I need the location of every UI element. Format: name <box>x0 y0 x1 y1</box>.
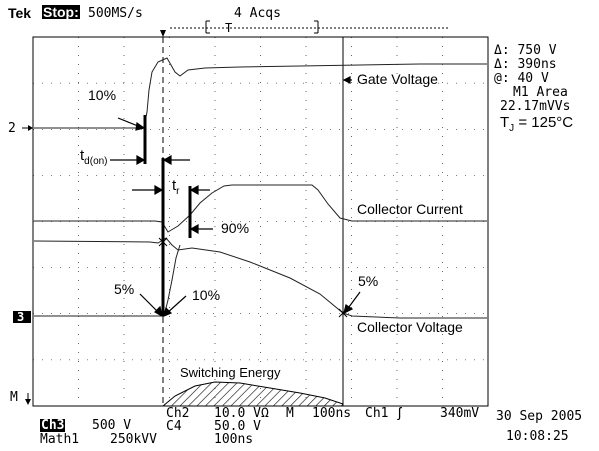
math1-time: 100ns <box>214 432 254 447</box>
brand-label: Tek <box>8 5 32 21</box>
gate-10pct-label: 10% <box>88 87 117 103</box>
collector-voltage-label: Collector Voltage <box>357 319 463 335</box>
tr-label: tr <box>172 177 180 197</box>
current-10pct-label: 10% <box>192 287 221 303</box>
math-marker-arrow <box>25 393 31 405</box>
ch4-scale: 50.0 V <box>214 419 261 434</box>
current-90pct-label: 90% <box>221 220 250 236</box>
delta-time-readout: Δ: 390ns <box>494 57 557 72</box>
sample-rate: 500MS/s <box>88 6 143 21</box>
collector-current-trace <box>34 184 487 233</box>
time: 10:08:25 <box>506 429 569 444</box>
channel-2-marker-arrow <box>22 125 33 131</box>
cursor-crosses <box>158 237 348 318</box>
math1-label: Math1 <box>40 432 80 447</box>
timing-markers <box>143 115 192 316</box>
td-on-label: td(on) <box>80 147 108 167</box>
channel-2-label: 2 <box>8 121 16 136</box>
math-area-label: M1 Area <box>513 85 568 100</box>
channel-3-label: 3 <box>17 310 25 324</box>
math-area-value: 22.17mVVs <box>500 99 571 114</box>
junction-temperature: TJ = 125°C <box>500 114 574 134</box>
ch3-footer-label: Ch3 <box>40 418 66 433</box>
record-bracket <box>170 20 448 34</box>
acquisition-count: 4 Acqs <box>234 6 281 21</box>
cursor-at-readout: @: 40 V <box>494 71 549 86</box>
ch2-footer-label: Ch2 <box>166 406 190 421</box>
delta-voltage-readout: Δ: 750 V <box>494 43 557 58</box>
trigger-source: Ch1 <box>365 406 389 421</box>
trigger-slope-icon: ʃ <box>398 404 402 420</box>
trigger-t-marker: T <box>225 21 233 35</box>
date: 30 Sep 2005 <box>496 409 583 424</box>
run-state-badge: Stop: <box>42 4 80 20</box>
collector-current-rise <box>34 244 181 317</box>
current-5pct-right-label: 5% <box>358 273 379 289</box>
channel-3-marker-box <box>13 311 31 323</box>
gate-voltage-label: Gate Voltage <box>357 71 438 87</box>
ch3-scale: 500 V <box>92 418 132 433</box>
collector-voltage-trace <box>33 237 487 319</box>
ch4-footer-label: C4 <box>166 419 182 434</box>
math1-scale: 250kVV <box>110 432 157 447</box>
switching-energy-label: Switching Energy <box>180 365 281 380</box>
trigger-level: 340mV <box>440 406 480 421</box>
timebase-prefix: M <box>286 406 294 421</box>
timebase: 100ns <box>312 406 352 421</box>
switching-energy-area <box>161 381 344 407</box>
annotation-arrows <box>110 76 361 318</box>
ch2-scale: 10.0 VΩ <box>214 406 269 421</box>
math-channel-label: M <box>10 390 18 405</box>
voltage-5pct-left-label: 5% <box>114 281 135 297</box>
collector-current-label: Collector Current <box>357 201 463 217</box>
trigger-position-marker <box>160 30 166 37</box>
